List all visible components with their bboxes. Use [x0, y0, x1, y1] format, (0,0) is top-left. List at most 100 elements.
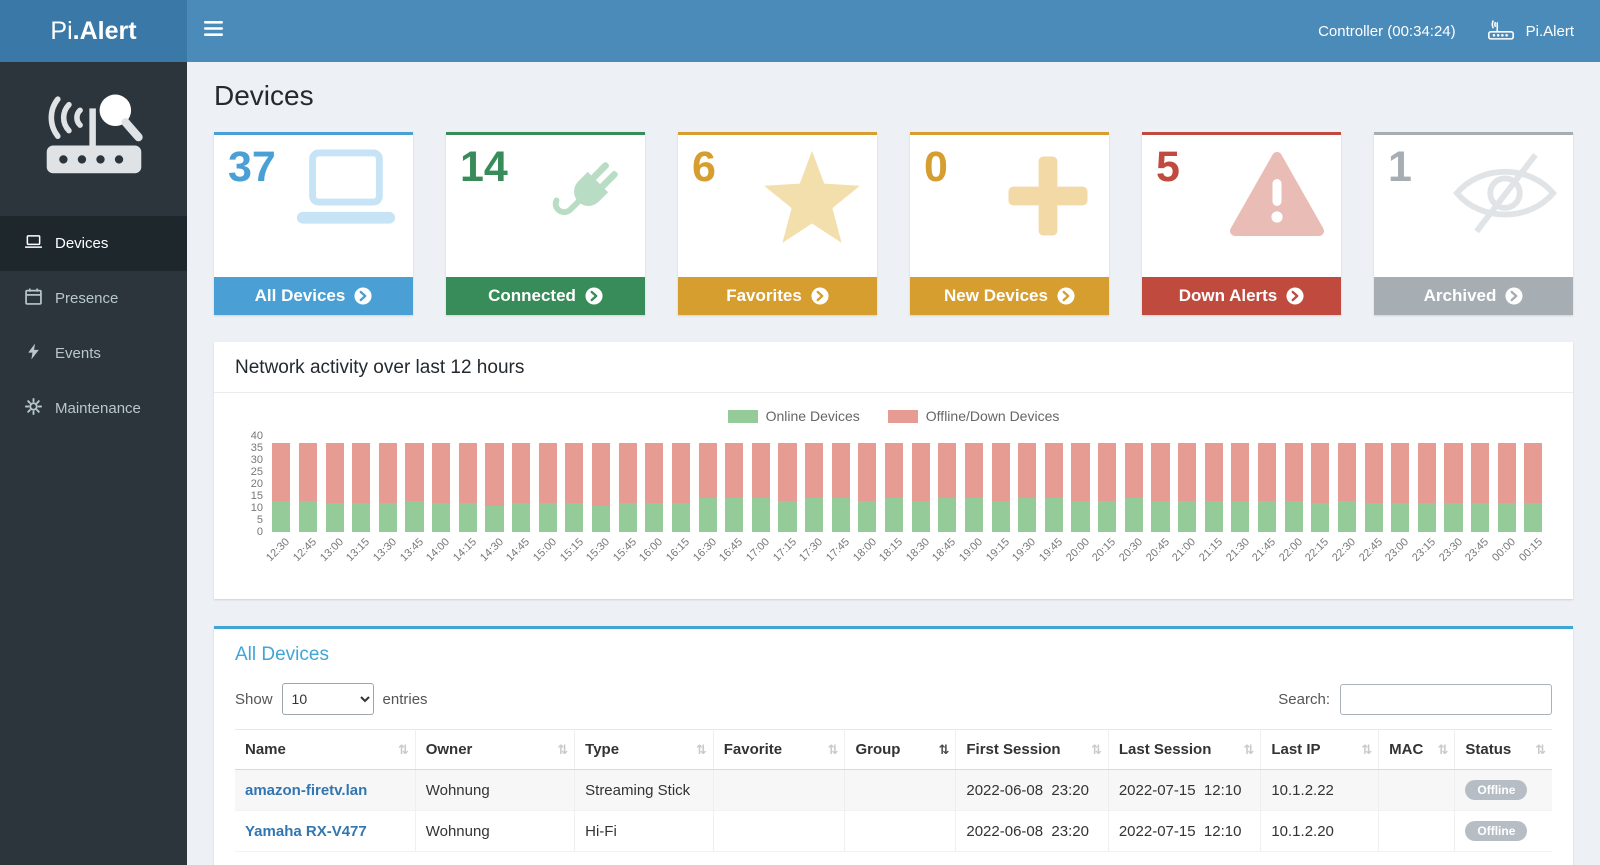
arrow-circle-right-icon — [354, 287, 372, 305]
x-axis-label: 13:45 — [397, 536, 426, 564]
column-label: Group — [855, 741, 901, 758]
search-label: Search: — [1278, 690, 1330, 708]
all-devices-link[interactable]: All Devices — [214, 277, 413, 315]
column-header-last-ip[interactable]: Last IP ⇅ — [1260, 729, 1380, 770]
chart-bar — [614, 436, 641, 532]
column-header-name[interactable]: Name ⇅ — [235, 729, 416, 770]
chart-bar — [1227, 436, 1254, 532]
network-activity-panel: Network activity over last 12 hours Onli… — [214, 342, 1573, 599]
x-axis-label: 20:00 — [1063, 536, 1092, 564]
chart-bar — [1200, 436, 1227, 532]
y-axis-tick: 15 — [250, 490, 263, 502]
chart-bar — [1360, 436, 1387, 532]
router-icon — [1486, 18, 1516, 45]
column-header-first-session[interactable]: First Session ⇅ — [955, 729, 1109, 770]
chart-bar — [1094, 436, 1121, 532]
top-header: Pi .Alert Controller (00:34:24) — [0, 0, 1600, 62]
favorites-link[interactable]: Favorites — [678, 277, 877, 315]
chart-bar — [694, 436, 721, 532]
chart-legend: Online Devices Offline/Down Devices — [240, 399, 1547, 436]
column-header-group[interactable]: Group ⇅ — [844, 729, 957, 770]
show-label: Show — [235, 690, 273, 708]
card-label: Favorites — [726, 286, 802, 305]
sidebar-item-maintenance[interactable]: Maintenance — [0, 381, 187, 436]
sort-icon: ⇅ — [557, 741, 569, 757]
column-label: Type — [585, 741, 620, 758]
chart-bar — [721, 436, 748, 532]
y-axis-tick: 40 — [250, 430, 263, 442]
chart-bar — [588, 436, 615, 532]
legend-online[interactable]: Online Devices — [727, 408, 860, 424]
calendar-icon — [25, 288, 42, 309]
column-header-last-session[interactable]: Last Session ⇅ — [1108, 729, 1262, 770]
x-axis-label: 21:45 — [1250, 536, 1279, 564]
x-axis-label: 22:45 — [1356, 536, 1385, 564]
page-length-select[interactable]: 10 — [281, 683, 374, 715]
sort-icon: ⇅ — [1361, 741, 1373, 757]
card-value: 5 — [1156, 143, 1180, 191]
card-connected: 14 Connected — [446, 132, 645, 315]
arrow-circle-right-icon — [1286, 287, 1304, 305]
card-down-alerts: 5 Down Alerts — [1142, 132, 1341, 315]
chart-bar — [1387, 436, 1414, 532]
x-axis-label: 17:45 — [823, 536, 852, 564]
cell-status: Offline — [1454, 810, 1552, 852]
cell — [1378, 810, 1456, 852]
cell: 2022-07-15 12:10 — [1108, 769, 1262, 811]
x-axis-label: 19:00 — [957, 536, 986, 564]
x-axis-label: 18:30 — [903, 536, 932, 564]
new-devices-link[interactable]: New Devices — [910, 277, 1109, 315]
x-axis-label: 18:00 — [850, 536, 879, 564]
x-axis-label: 12:30 — [264, 536, 293, 564]
network-activity-chart: Online Devices Offline/Down Devices 0 5 10… — [214, 393, 1573, 599]
device-name-link[interactable]: amazon-firetv.lan — [245, 781, 368, 799]
x-axis-label: 20:45 — [1143, 536, 1172, 564]
pialert-logo-icon — [0, 62, 187, 212]
column-header-favorite[interactable]: Favorite ⇅ — [713, 729, 846, 770]
sidebar-item-label: Maintenance — [55, 400, 141, 417]
device-name-link[interactable]: Yamaha RX-V477 — [245, 822, 367, 840]
app-logo[interactable]: Pi .Alert — [0, 0, 187, 62]
column-header-owner[interactable]: Owner ⇅ — [415, 729, 576, 770]
chart-bar — [321, 436, 348, 532]
x-axis-label: 21:00 — [1170, 536, 1199, 564]
sidebar-item-devices[interactable]: Devices — [0, 216, 187, 271]
card-label: All Devices — [254, 286, 346, 305]
legend-offline[interactable]: Offline/Down Devices — [887, 408, 1059, 424]
controller-status[interactable]: Controller (00:34:24) — [1318, 22, 1456, 40]
chart-bar — [561, 436, 588, 532]
chart-bar — [1334, 436, 1361, 532]
search-input[interactable] — [1340, 683, 1552, 715]
chart-bar — [668, 436, 695, 532]
chart-bar — [428, 436, 455, 532]
column-header-status[interactable]: Status ⇅ — [1454, 729, 1552, 770]
host-menu[interactable]: Pi.Alert — [1486, 0, 1574, 62]
card-label: Archived — [1423, 286, 1497, 305]
sidebar-item-label: Events — [55, 345, 101, 362]
sort-icon: ⇅ — [397, 741, 409, 757]
chart-bar — [1280, 436, 1307, 532]
connected-link[interactable]: Connected — [446, 277, 645, 315]
chart-bar — [1440, 436, 1467, 532]
down-alerts-link[interactable]: Down Alerts — [1142, 277, 1341, 315]
sort-icon: ⇅ — [827, 741, 839, 757]
x-axis-label: 20:15 — [1090, 536, 1119, 564]
x-axis-label: 16:00 — [637, 536, 666, 564]
y-axis-tick: 5 — [256, 514, 263, 526]
column-label: First Session — [966, 741, 1061, 758]
bolt-icon — [25, 343, 42, 364]
sidebar-toggle-button[interactable] — [187, 0, 239, 62]
column-header-mac[interactable]: MAC ⇅ — [1378, 729, 1456, 770]
sidebar-item-events[interactable]: Events — [0, 326, 187, 381]
archived-link[interactable]: Archived — [1374, 277, 1573, 315]
sidebar-item-presence[interactable]: Presence — [0, 271, 187, 326]
cell — [844, 810, 957, 852]
x-axis-label: 23:45 — [1463, 536, 1492, 564]
x-axis-label: 13:30 — [371, 536, 400, 564]
column-label: Name — [245, 741, 286, 758]
chart-bar — [1174, 436, 1201, 532]
entries-label: entries — [382, 690, 428, 708]
cell: 2022-06-08 23:20 — [955, 769, 1109, 811]
column-header-type[interactable]: Type ⇅ — [574, 729, 714, 770]
x-axis-label: 20:30 — [1117, 536, 1145, 564]
